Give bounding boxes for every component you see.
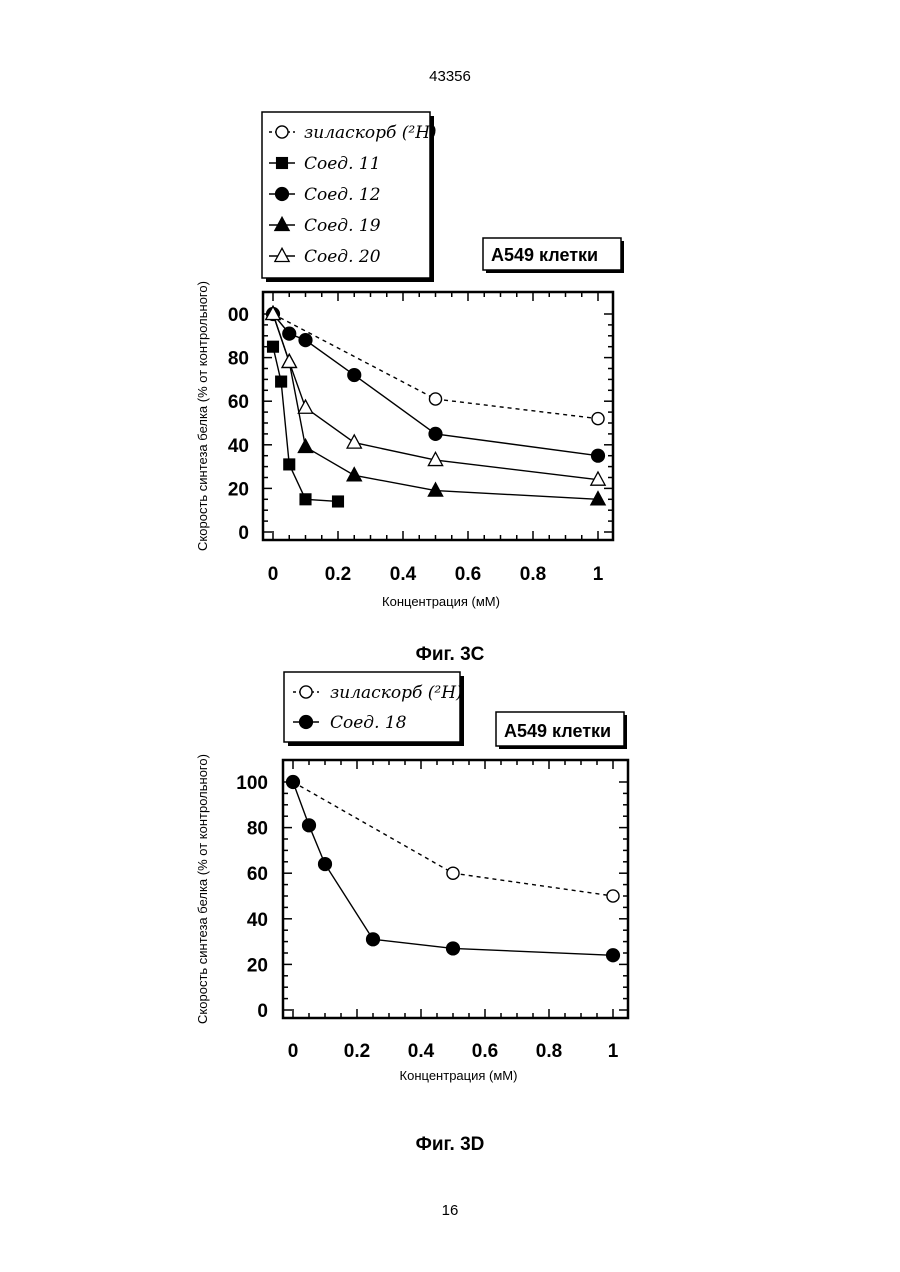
- legend-label: зиласкорб (²H): [304, 123, 437, 143]
- data-point: [429, 427, 442, 440]
- legend-label: Соед. 12: [304, 185, 381, 205]
- data-point: [318, 857, 331, 870]
- data-point: [283, 327, 296, 340]
- x-tick-label: 0.8: [536, 1041, 562, 1062]
- data-point: [447, 867, 459, 879]
- data-point: [282, 354, 296, 367]
- x-tick-label: 0.6: [455, 564, 481, 585]
- series-line: [273, 314, 598, 499]
- data-point: [347, 468, 361, 481]
- data-point: [299, 493, 311, 505]
- data-point: [606, 949, 619, 962]
- x-tick-label: 0.2: [344, 1041, 370, 1062]
- x-axis-label: Концентрация (мМ): [400, 1068, 518, 1083]
- chart-0: 0 0.2 0.4 0.6 0.8 1 0 20 40 60 80 00 Скорость синтез…: [195, 112, 624, 609]
- chart-1: 0 0.2 0.4 0.6 0.8 1 0 20 40 60 80 100 Скорость синте…: [195, 672, 628, 1083]
- y-tick-label: 40: [247, 910, 268, 931]
- y-tick-label: 0: [238, 523, 249, 544]
- y-tick-label: 20: [247, 955, 268, 976]
- data-point: [332, 495, 344, 507]
- legend-marker: [275, 187, 288, 200]
- data-point: [429, 393, 441, 405]
- plot-frame: [263, 292, 613, 540]
- data-point: [302, 819, 315, 832]
- plot-frame: [283, 760, 628, 1018]
- y-tick-label: 40: [228, 436, 249, 457]
- legend-label: Соед. 11: [304, 154, 381, 174]
- y-tick-label: 80: [247, 819, 268, 840]
- x-tick-label: 0.4: [390, 564, 417, 585]
- data-point: [283, 458, 295, 470]
- legend-marker: [276, 126, 288, 138]
- legend-marker: [300, 686, 312, 698]
- data-point: [592, 413, 604, 425]
- x-axis-label: Концентрация (мМ): [382, 594, 500, 609]
- data-point: [267, 341, 279, 353]
- legend-marker: [299, 715, 312, 728]
- data-point: [366, 933, 379, 946]
- data-point: [591, 492, 605, 505]
- data-point: [298, 400, 312, 413]
- legend-label: Соед. 18: [330, 713, 407, 733]
- y-tick-label: 100: [236, 773, 268, 794]
- y-tick-label: 80: [228, 349, 249, 370]
- y-tick-label: 20: [228, 479, 249, 500]
- figure-caption-3c: Фиг. 3С: [0, 644, 900, 666]
- figure-caption-3d: Фиг. 3D: [0, 1134, 900, 1156]
- cell-label: А549 клетки: [491, 245, 598, 265]
- y-tick-label: 00: [228, 305, 249, 326]
- data-point: [446, 942, 459, 955]
- x-tick-label: 0.8: [520, 564, 546, 585]
- data-point: [607, 890, 619, 902]
- x-tick-label: 0.4: [408, 1041, 435, 1062]
- data-point: [299, 334, 312, 347]
- data-point: [348, 368, 361, 381]
- y-tick-label: 60: [228, 392, 249, 413]
- legend-label: Соед. 19: [304, 216, 381, 236]
- data-point: [347, 435, 361, 448]
- x-tick-label: 1: [593, 564, 604, 585]
- page-number-bottom: 16: [0, 1202, 900, 1219]
- data-point: [286, 775, 299, 788]
- x-tick-label: 0: [288, 1041, 299, 1062]
- legend-marker: [276, 157, 288, 169]
- x-tick-label: 0.6: [472, 1041, 498, 1062]
- x-tick-label: 0.2: [325, 564, 351, 585]
- y-tick-label: 60: [247, 864, 268, 885]
- legend-label: зиласкорб (²H): [330, 683, 463, 703]
- x-tick-label: 0: [268, 564, 279, 585]
- data-point: [298, 439, 312, 452]
- legend-label: Соед. 20: [304, 247, 381, 267]
- figure-3c: 00.20.40.60.8102040608000Скорость синтез…: [0, 0, 900, 1272]
- y-axis-label: Скорость синтеза белка (% от контрольног…: [195, 281, 210, 551]
- y-axis-label: Скорость синтеза белка (% от контрольног…: [195, 754, 210, 1024]
- x-tick-label: 1: [608, 1041, 619, 1062]
- cell-label: А549 клетки: [504, 721, 611, 741]
- data-point: [591, 449, 604, 462]
- y-tick-label: 0: [257, 1001, 268, 1022]
- data-point: [275, 376, 287, 388]
